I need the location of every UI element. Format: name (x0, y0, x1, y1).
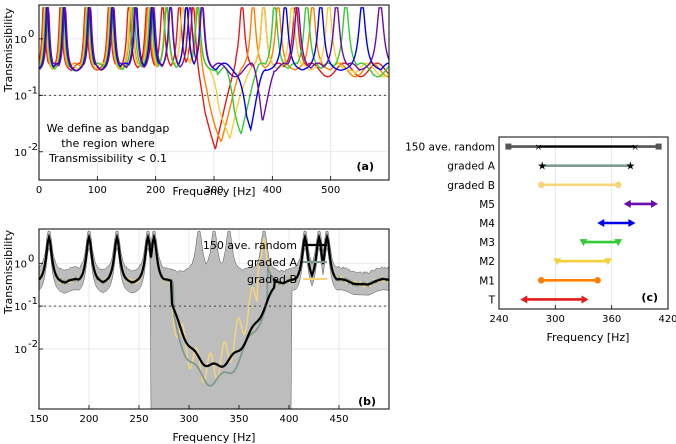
panel-b-tag: (b) (358, 395, 376, 408)
range-marker (623, 199, 631, 208)
range-marker (520, 295, 528, 304)
panel-a-ytick-label: 10 (14, 35, 27, 46)
legend-label-graded-b: graded B (247, 273, 297, 286)
panel-a-xtick-label: 200 (146, 185, 165, 196)
panel-a-tag: (a) (357, 160, 374, 173)
panel-c-category-label: M1 (479, 275, 495, 287)
range-marker (579, 239, 588, 247)
panel-a-curve-6 (39, 7, 390, 121)
panel-a-ytick-exponent: -2 (28, 142, 38, 153)
range-marker (597, 219, 605, 227)
range-marker (655, 143, 662, 150)
range-marker (581, 295, 589, 304)
panel-b-y-axis-title: Transmissibility (2, 229, 15, 315)
panel-c-grid (498, 137, 669, 309)
legend-label-random: 150 ave. random (203, 239, 297, 252)
panel-c-category-label: M4 (479, 218, 495, 230)
panel-a-x-axis-title: Frequency [Hz] (173, 185, 256, 198)
panel-c-range-bars: × × ★ ★ (505, 143, 662, 304)
panel-b-ytick-label: 10 (14, 345, 27, 356)
panel-b-frame (38, 228, 390, 410)
panel-c-x-axis-title: Frequency [Hz] (547, 331, 630, 344)
panel-a-ytick-exponent: -1 (28, 85, 38, 96)
panel-a-xtick-label: 400 (263, 185, 282, 196)
panel-c-category-label: graded A (447, 161, 496, 173)
annotation-line-1: We define as bandgap (47, 122, 170, 135)
range-marker (603, 258, 612, 266)
panel-b-legend: 150 ave. random graded A graded B (203, 239, 327, 286)
panel-a-ytick-label: 10 (14, 91, 27, 102)
legend-label-graded-a: graded A (247, 256, 297, 269)
annotation-line-2: the region where (61, 137, 155, 150)
range-marker-mean: × (535, 143, 543, 153)
panel-a-curve-2 (38, 7, 390, 143)
panel-b-xtick-label: 450 (329, 414, 348, 425)
annotation-line-3: Transmissibility < 0.1 (48, 152, 167, 165)
range-marker (594, 277, 601, 284)
panel-c: × × ★ ★ 240 300 360 420 150 ave. random graded … (405, 136, 676, 344)
panel-c-category-label: M5 (479, 199, 495, 211)
panel-c-category-labels: 150 ave. random graded A graded B M5 M4 M3 M2 M… (405, 142, 496, 307)
panel-a-xtick-label: 100 (88, 185, 107, 196)
panel-a-xtick-label: 500 (321, 185, 340, 196)
range-marker (537, 181, 545, 189)
panel-a-y-axis-title: Transmissibility (2, 7, 15, 93)
panel-c-xtick-label: 300 (546, 314, 565, 325)
range-marker (537, 277, 545, 284)
panel-c-xtick-label: 420 (658, 314, 676, 325)
panel-c-category-label: graded B (447, 180, 495, 192)
panel-c-category-label: 150 ave. random (405, 142, 495, 154)
panel-c-xtick-label: 240 (489, 314, 508, 325)
range-marker (505, 143, 512, 150)
panel-c-tag: (c) (641, 291, 658, 304)
range-marker: ★ (537, 160, 547, 173)
range-marker (614, 181, 622, 189)
range-marker (628, 219, 636, 227)
panel-a-ytick-exponent: 0 (28, 29, 34, 40)
panel-b-xtick-label: 300 (179, 414, 198, 425)
range-marker: ★ (626, 160, 636, 173)
panel-b-ytick-label: 10 (14, 302, 27, 313)
panel-b-ytick-exponent: 0 (28, 253, 34, 264)
panel-a-curves (38, 7, 390, 150)
panel-a-ytick-label: 10 (14, 148, 27, 159)
panel-a-x-ticks: 0 100 200 300 400 500 (36, 176, 340, 196)
panel-b-xtick-label: 200 (79, 414, 98, 425)
panel-b-ytick-label: 10 (14, 259, 27, 270)
random-average-curve (38, 233, 390, 368)
panel-b-xtick-label: 150 (29, 414, 48, 425)
range-marker (614, 239, 623, 247)
panel-c-category-label: M2 (479, 256, 495, 268)
panel-c-category-label: T (488, 294, 496, 306)
panel-b-x-axis-title: Frequency [Hz] (173, 431, 256, 444)
panel-b-ytick-exponent: -1 (28, 296, 38, 307)
range-marker-mean: × (631, 143, 639, 153)
panel-a-xtick-label: 0 (36, 185, 42, 196)
panel-b-xtick-label: 250 (129, 414, 148, 425)
range-marker (553, 258, 562, 266)
panel-b-ytick-exponent: -2 (28, 339, 38, 350)
panel-b-x-ticks: 150 200 250 300 350 400 450 (29, 405, 349, 425)
range-marker (650, 199, 658, 208)
panel-c-category-label: M3 (479, 237, 495, 249)
panel-a-xtick-label: 300 (204, 185, 223, 196)
panel-c-frame (498, 136, 669, 310)
panel-b-xtick-label: 350 (229, 414, 248, 425)
panel-c-x-ticks: 240 300 360 420 (489, 305, 676, 325)
panel-b-xtick-label: 400 (279, 414, 298, 425)
panel-c-xtick-label: 360 (602, 314, 621, 325)
